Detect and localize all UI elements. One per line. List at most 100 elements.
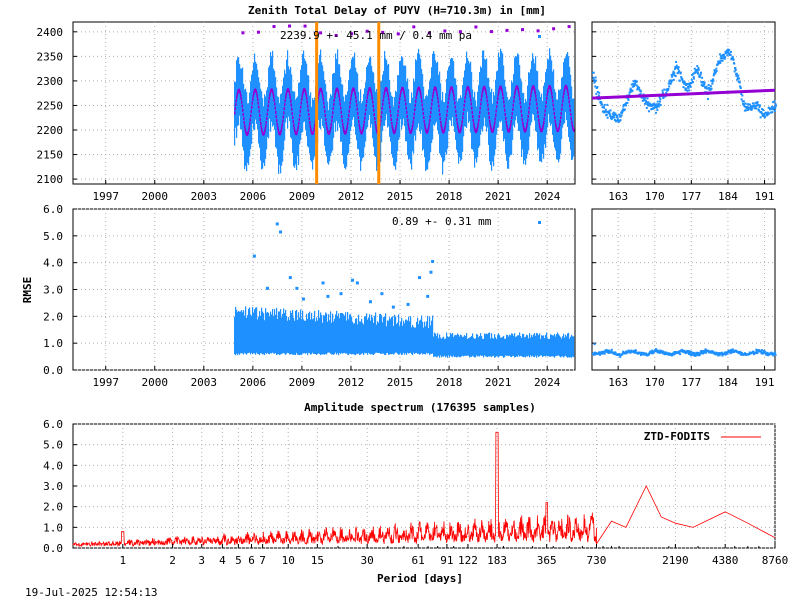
ztd-fit-point — [514, 89, 516, 93]
ztd-observation — [397, 75, 399, 152]
ztd-zoom-observation — [697, 72, 700, 75]
ztd-zoom-observation — [655, 103, 658, 106]
ztd-fit-point — [436, 90, 438, 94]
ztd-fit-point — [301, 94, 303, 98]
ztd-fit-point — [340, 106, 342, 110]
rmse-observation — [474, 338, 476, 358]
ztd-fit-point — [235, 103, 237, 107]
ztd-fit-point — [331, 119, 333, 123]
ztd-fit-point — [572, 126, 574, 130]
ztd-fit-point — [527, 114, 529, 118]
rmse-zoom-observation — [698, 353, 701, 356]
ztd-fit-point — [318, 90, 320, 94]
ztd-fit-point — [474, 127, 476, 131]
rmse-observation — [473, 337, 475, 357]
ztd-observation — [565, 57, 567, 113]
x-tick-label: 8760 — [762, 554, 789, 567]
ztd-fit-point — [564, 87, 566, 91]
rmse-observation — [437, 333, 439, 357]
rmse-observation — [340, 312, 342, 354]
ztd-fit-point — [447, 101, 449, 105]
ztd-observation — [459, 98, 461, 158]
ztd-fit-point — [256, 92, 258, 96]
y-tick-label: 2100 — [37, 173, 64, 186]
ztd-zoom-observation — [735, 75, 738, 78]
ztd-fit-point — [340, 110, 342, 114]
ztd-zoom-observation — [729, 50, 732, 53]
ztd-zoom-observation — [617, 121, 620, 124]
ztd-zoom-observation — [736, 76, 739, 79]
rmse-zoom-observation — [732, 349, 735, 352]
ztd-fit-point — [566, 85, 568, 89]
ztd-fit-point — [555, 125, 557, 129]
rmse-observation — [508, 336, 510, 356]
ztd-zoom-observation — [639, 92, 642, 95]
rmse-ylabel: RMSE — [21, 277, 34, 304]
ztd-zoom-observation — [744, 102, 747, 105]
ztd-fit-point — [545, 100, 547, 104]
ztd-observation — [267, 87, 269, 138]
ztd-zoom-observation — [774, 103, 777, 106]
rmse-observation — [304, 320, 306, 354]
ztd-zoom-observation — [771, 111, 774, 114]
ztd-fit-point — [441, 126, 443, 130]
ztd-fit-point — [443, 129, 445, 133]
ztd-fit-point — [382, 102, 384, 106]
ztd-fit-point — [521, 113, 523, 117]
rmse-observation — [511, 333, 513, 358]
ztd-fit-point — [570, 112, 572, 116]
rmse-observation — [445, 338, 447, 358]
ztd-fit-point — [375, 124, 377, 128]
ztd-fit-point — [476, 127, 478, 131]
ztd-zoom-observation — [668, 80, 671, 83]
ztd-fit-point — [484, 87, 486, 91]
rmse-observation — [472, 333, 474, 356]
rmse-zoom-observation — [731, 348, 734, 351]
ztd-observation — [471, 72, 473, 149]
rmse-observation — [329, 320, 331, 353]
ztd-zoom-observation — [693, 77, 696, 80]
rmse-observation — [443, 336, 445, 357]
rmse-observation — [450, 332, 452, 356]
ztd-zoom-observation — [622, 108, 625, 111]
ztd-zoom-observation — [772, 101, 775, 104]
ztd-fit-point — [509, 125, 511, 129]
ztd-fit-point — [429, 115, 431, 119]
ztd-fit-point — [408, 128, 410, 132]
ztd-observation — [439, 71, 441, 154]
rmse-zoom-observation — [650, 350, 653, 353]
ztd-fit-point — [487, 103, 489, 107]
ztd-zoom-observation — [672, 72, 675, 75]
x-tick-label: 184 — [718, 376, 738, 389]
ztd-fit-point — [427, 129, 429, 133]
ztd-fit-point — [471, 110, 473, 114]
x-tick-label: 2003 — [191, 376, 218, 389]
ztd-zoom-observation — [676, 66, 679, 69]
ztd-fit-point — [533, 86, 535, 90]
ztd-fit-point — [402, 87, 404, 91]
ztd-zoom-observation — [761, 108, 764, 111]
ztd-fit-point — [389, 109, 391, 113]
ztd-fit-point — [542, 124, 544, 128]
ztd-observation — [300, 69, 302, 141]
rmse-observation — [423, 327, 425, 354]
ztd-main-event-lines — [315, 22, 381, 184]
x-tick-label: 61 — [412, 554, 425, 567]
rmse-observation — [452, 333, 454, 358]
x-tick-label: 1997 — [92, 376, 119, 389]
rmse-observation — [284, 312, 286, 354]
rmse-observation — [301, 319, 303, 356]
y-tick-label: 1.0 — [43, 337, 63, 350]
ztd-zoom-observation — [616, 116, 619, 119]
ztd-zoom-observation — [611, 117, 614, 120]
rmse-annotation: 0.89 +- 0.31 mm — [392, 215, 492, 228]
rmse-observation — [269, 316, 271, 355]
rmse-zoom-observation — [609, 350, 612, 353]
ztd-fit-point — [313, 129, 315, 133]
ztd-fit-point — [268, 96, 270, 100]
ztd-fit-point — [370, 90, 372, 94]
rmse-observation — [567, 333, 569, 358]
rmse-zoom-observation — [729, 352, 732, 355]
ztd-zoom-observation — [772, 108, 775, 111]
ztd-zoom-observation — [606, 103, 609, 106]
